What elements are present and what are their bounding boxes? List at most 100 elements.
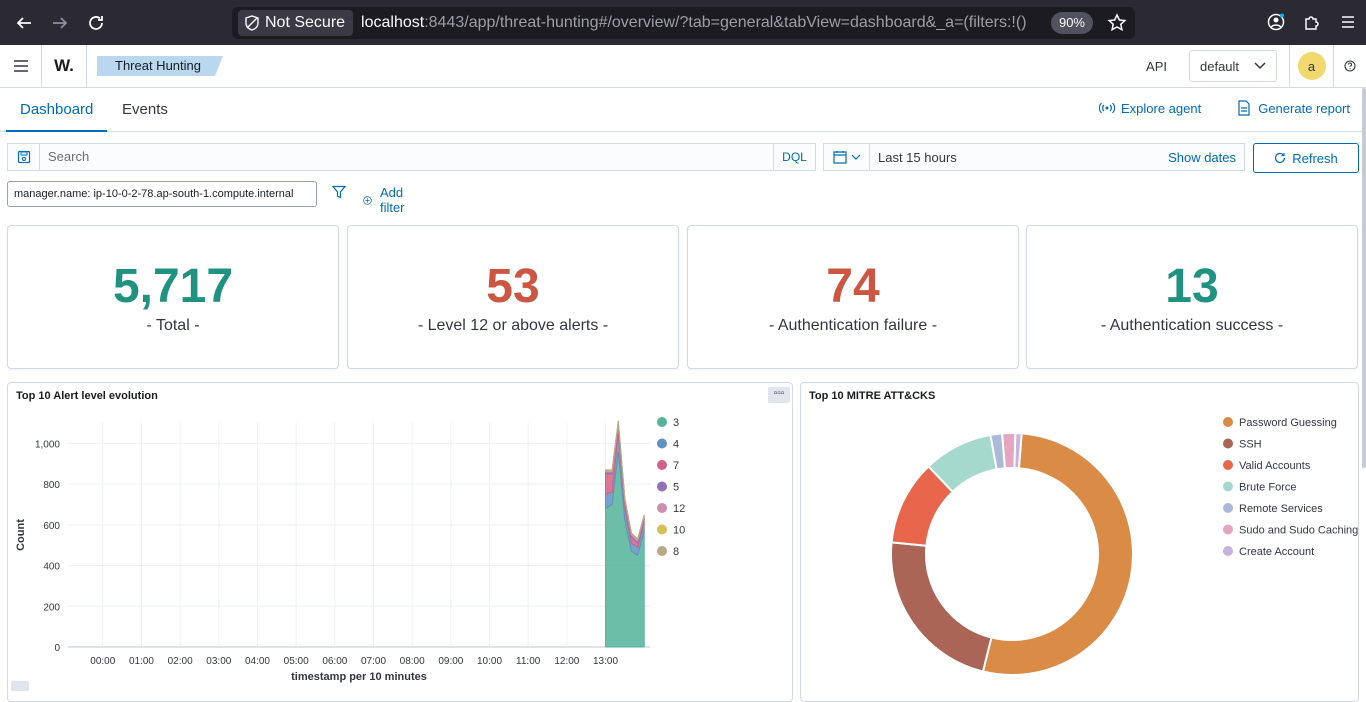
- zoom-level[interactable]: 90%: [1050, 12, 1093, 34]
- extensions-button[interactable]: [1294, 4, 1330, 40]
- legend-label: 8: [673, 546, 679, 558]
- y-tick-label: 800: [43, 480, 60, 491]
- x-tick-label: 11:00: [516, 656, 541, 667]
- app-header: W. Threat Hunting API default a: [0, 45, 1366, 88]
- x-tick-label: 07:00: [361, 656, 386, 667]
- x-tick-label: 06:00: [322, 656, 347, 667]
- menu-button[interactable]: [1330, 4, 1366, 40]
- legend-label: 7: [673, 460, 679, 472]
- x-axis-label: timestamp per 10 minutes: [291, 671, 427, 683]
- stat-label: - Authentication success -: [1100, 317, 1284, 334]
- y-axis-label: Count: [15, 519, 27, 551]
- help-button[interactable]: [1334, 45, 1366, 87]
- donut-slice: [890, 541, 993, 673]
- quick-date-button[interactable]: [824, 144, 870, 170]
- tabs-row: Dashboard Events Explore agent Generate …: [0, 88, 1366, 132]
- not-secure-badge[interactable]: Not Secure: [238, 10, 354, 36]
- legend-swatch: [657, 524, 667, 535]
- legend-swatch: [1223, 503, 1233, 513]
- account-button[interactable]: [1258, 4, 1294, 40]
- chevron-down-icon: [851, 154, 860, 160]
- legend-swatch: [1223, 481, 1233, 492]
- tenant-value: default: [1200, 58, 1240, 74]
- show-dates-button[interactable]: Show dates: [1168, 149, 1236, 165]
- stat-label: - Total -: [146, 317, 200, 334]
- donut-slice: [981, 432, 1134, 676]
- legend-swatch: [657, 481, 667, 492]
- explore-agent-button[interactable]: Explore agent: [1098, 100, 1202, 116]
- x-tick-label: 01:00: [129, 656, 154, 667]
- reload-icon: [89, 15, 103, 30]
- avatar: a: [1297, 52, 1326, 80]
- user-menu[interactable]: a: [1289, 45, 1334, 87]
- date-range[interactable]: Last 15 hours: [878, 149, 957, 165]
- refresh-label: Refresh: [1292, 150, 1338, 166]
- puzzle-icon: [1305, 16, 1319, 30]
- legend-label: Sudo and Sudo Caching: [1239, 525, 1358, 537]
- dql-toggle[interactable]: DQL: [774, 143, 816, 171]
- url-path: :8443/app/threat-hunting#/overview/?tab=…: [424, 14, 1027, 31]
- legend-label: Valid Accounts: [1239, 460, 1311, 472]
- address-bar[interactable]: Not Secure localhost:8443/app/threat-hun…: [232, 7, 1135, 39]
- x-tick-label: 09:00: [438, 656, 463, 667]
- reload-button[interactable]: [78, 5, 114, 41]
- breadcrumb[interactable]: Threat Hunting: [97, 56, 223, 76]
- legend-swatch: [657, 438, 667, 449]
- panel-title: Top 10 MITRE ATT&CKS: [809, 390, 936, 402]
- legend-swatch: [657, 417, 667, 427]
- back-button[interactable]: [6, 5, 42, 41]
- filter-icon[interactable]: [332, 185, 346, 199]
- document-icon: [1238, 100, 1250, 116]
- panel-options-button[interactable]: ▫▫▫: [768, 387, 790, 403]
- x-tick-label: 02:00: [168, 656, 193, 667]
- generate-report-button[interactable]: Generate report: [1237, 100, 1350, 116]
- x-tick-label: 08:00: [400, 656, 425, 667]
- bookmark-star-icon[interactable]: [1107, 13, 1127, 33]
- tab-events[interactable]: Events: [122, 101, 168, 118]
- legend-label: Create Account: [1239, 546, 1314, 558]
- add-filter-button[interactable]: Add filter: [363, 185, 411, 215]
- legend-label: Password Guessing: [1239, 417, 1337, 429]
- app-menu-button[interactable]: [0, 45, 42, 87]
- explore-agent-label: Explore agent: [1120, 100, 1202, 116]
- refresh-button[interactable]: Refresh: [1253, 143, 1359, 173]
- x-tick-label: 03:00: [206, 656, 231, 667]
- forward-button[interactable]: [42, 5, 78, 41]
- x-tick-label: 10:00: [477, 656, 502, 667]
- legend-swatch: [1223, 460, 1233, 470]
- browser-toolbar: Not Secure localhost:8443/app/threat-hun…: [0, 0, 1366, 45]
- y-tick-label: 600: [43, 521, 60, 532]
- chevron-down-icon: [1254, 62, 1266, 70]
- legend-swatch: [657, 546, 667, 556]
- legend-label: 10: [673, 525, 685, 537]
- url-text[interactable]: localhost:8443/app/threat-hunting#/overv…: [361, 14, 1051, 32]
- legend-swatch: [1223, 524, 1233, 535]
- url-host: localhost: [361, 14, 425, 31]
- y-tick-label: 0: [54, 643, 60, 654]
- tab-dashboard[interactable]: Dashboard: [6, 88, 108, 132]
- stat-label: - Authentication failure -: [768, 317, 938, 334]
- alert-evolution-chart: 0 200 400 600 800 1,000 00:00 01:00 02:00 03:00 04…: [11, 417, 685, 691]
- mitre-panel: Top 10 MITRE ATT&CKS Password Guessing SS…: [800, 382, 1359, 702]
- legend-swatch: [1223, 546, 1233, 556]
- search-input[interactable]: Search: [39, 143, 774, 171]
- legend-swatch: [657, 460, 667, 470]
- tenant-select[interactable]: default: [1189, 50, 1277, 82]
- donut-slice: [1013, 432, 1023, 470]
- stat-card-level12: 53 - Level 12 or above alerts -: [347, 225, 679, 369]
- app-logo[interactable]: W.: [42, 45, 87, 87]
- date-picker: Last 15 hours Show dates: [823, 143, 1245, 171]
- legend-label: 3: [673, 417, 679, 429]
- page-scrollbar[interactable]: [1362, 88, 1366, 468]
- x-tick-label: 12:00: [554, 656, 579, 667]
- legend-label: SSH: [1239, 439, 1262, 451]
- filter-pill[interactable]: manager.name: ip-10-0-2-78.ap-south-1.co…: [7, 181, 317, 207]
- donut-slice: [1001, 432, 1017, 470]
- mitre-donut-chart: Password Guessing SSH Valid Accounts Brute …: [890, 417, 1358, 676]
- legend-label: Brute Force: [1239, 482, 1296, 494]
- menu-icon: [13, 60, 28, 72]
- saved-query-button[interactable]: [7, 143, 39, 171]
- stat-card-total: 5,717 - Total -: [7, 225, 339, 369]
- api-link[interactable]: API: [1146, 58, 1167, 74]
- legend-swatch: [657, 503, 667, 513]
